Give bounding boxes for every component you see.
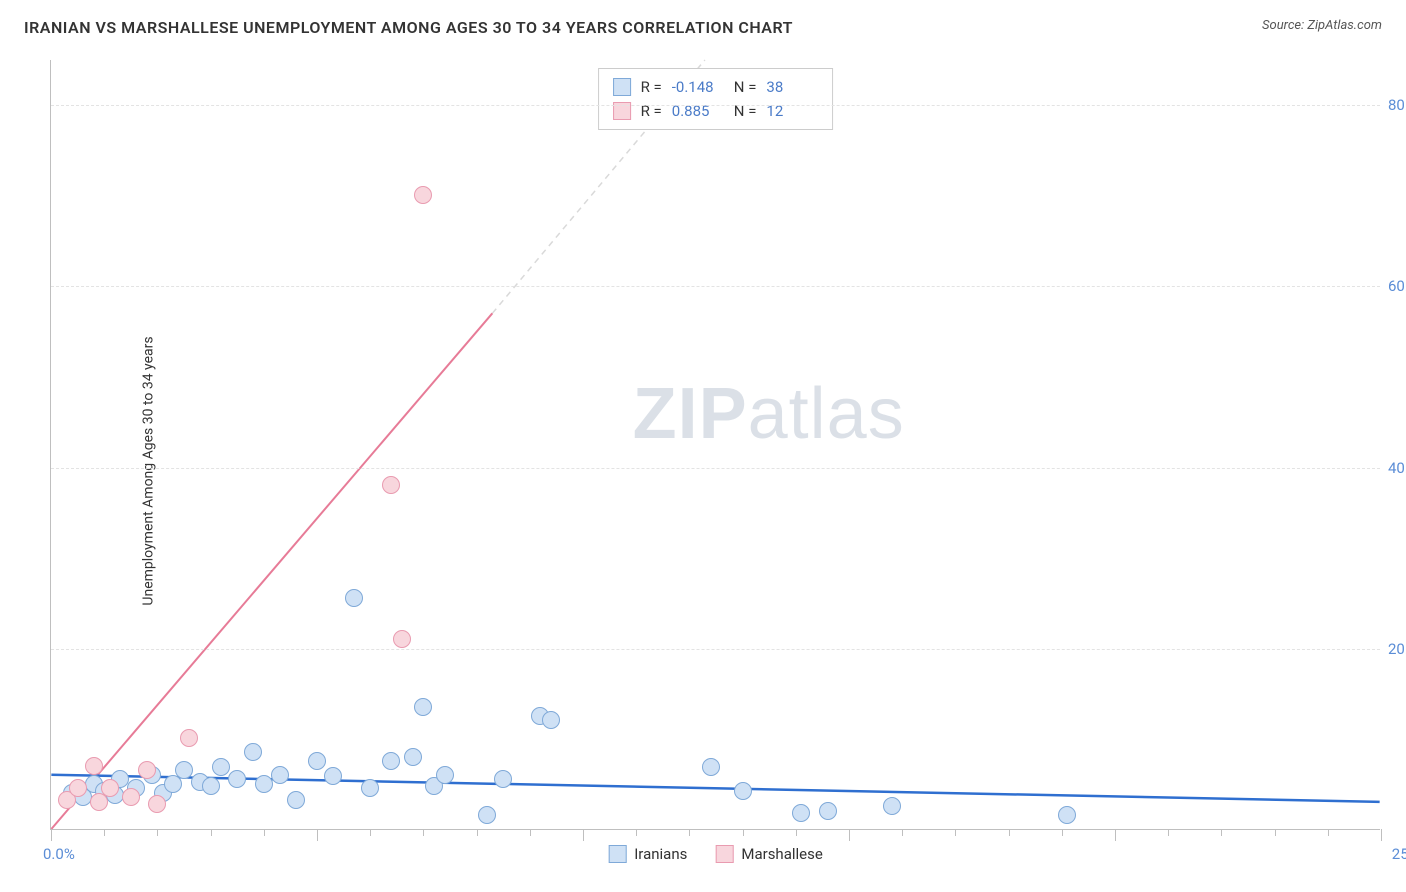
chart-container: Unemployment Among Ages 30 to 34 years Z…: [0, 50, 1406, 892]
data-point: [404, 748, 422, 766]
data-point: [436, 766, 454, 784]
x-tick-minor: [955, 829, 956, 836]
gridline: [51, 468, 1380, 469]
data-point: [702, 758, 720, 776]
data-point: [212, 758, 230, 776]
data-point: [478, 806, 496, 824]
legend-label: Marshallese: [741, 845, 822, 863]
legend-item: Iranians: [608, 845, 687, 863]
x-tick-minor: [743, 829, 744, 836]
trend-lines: [51, 60, 1380, 829]
legend-swatch: [715, 845, 733, 863]
x-tick-minor: [423, 829, 424, 836]
y-tick-label: 40.0%: [1388, 459, 1406, 477]
x-tick-minor: [902, 829, 903, 836]
chart-title: IRANIAN VS MARSHALLESE UNEMPLOYMENT AMON…: [24, 18, 793, 37]
plot-area: ZIPatlas R =-0.148N =38R =0.885N =12 Ira…: [50, 60, 1380, 830]
x-tick-minor: [104, 829, 105, 836]
data-point: [734, 782, 752, 800]
x-tick-minor: [1168, 829, 1169, 836]
x-tick-major: [1381, 829, 1382, 841]
data-point: [202, 777, 220, 795]
x-tick-major: [583, 829, 584, 841]
x-tick-minor: [1275, 829, 1276, 836]
x-tick-minor: [157, 829, 158, 836]
x-tick-minor: [636, 829, 637, 836]
legend-row: R = -0.148 N = 38: [613, 75, 819, 99]
data-point: [345, 589, 363, 607]
source-text: Source: ZipAtlas.com: [1262, 18, 1382, 33]
data-point: [382, 752, 400, 770]
data-point: [122, 788, 140, 806]
data-point: [414, 186, 432, 204]
data-point: [271, 766, 289, 784]
data-point: [138, 761, 156, 779]
data-point: [180, 729, 198, 747]
data-point: [324, 767, 342, 785]
x-tick-left: 0.0%: [43, 845, 75, 863]
legend-item: Marshallese: [715, 845, 822, 863]
data-point: [542, 711, 560, 729]
x-tick-minor: [477, 829, 478, 836]
data-point: [228, 770, 246, 788]
data-point: [255, 775, 273, 793]
legend-swatch: [608, 845, 626, 863]
gridline: [51, 649, 1380, 650]
trend-line: [51, 313, 492, 829]
data-point: [414, 698, 432, 716]
x-tick-minor: [689, 829, 690, 836]
x-tick-major: [317, 829, 318, 841]
data-point: [819, 802, 837, 820]
r-value: -0.148: [672, 75, 724, 99]
n-label: N =: [734, 75, 757, 99]
data-point: [101, 779, 119, 797]
r-label: R =: [641, 75, 662, 99]
data-point: [494, 770, 512, 788]
data-point: [175, 761, 193, 779]
data-point: [85, 757, 103, 775]
trend-line: [51, 775, 1379, 802]
x-tick-minor: [1221, 829, 1222, 836]
x-tick-minor: [796, 829, 797, 836]
x-tick-major: [1115, 829, 1116, 841]
legend-row: R = 0.885 N = 12: [613, 99, 819, 123]
x-tick-major: [51, 829, 52, 841]
correlation-legend: R = -0.148 N = 38 R = 0.885 N = 12: [598, 68, 834, 130]
y-tick-label: 80.0%: [1388, 96, 1406, 114]
n-value: 38: [766, 75, 818, 99]
data-point: [69, 779, 87, 797]
x-tick-minor: [1009, 829, 1010, 836]
data-point: [287, 791, 305, 809]
x-tick-major: [849, 829, 850, 841]
r-value: 0.885: [672, 99, 724, 123]
x-tick-minor: [211, 829, 212, 836]
n-label: N =: [734, 99, 757, 123]
series-legend: Iranians Marshallese: [608, 845, 823, 863]
x-tick-minor: [370, 829, 371, 836]
data-point: [792, 804, 810, 822]
y-tick-label: 60.0%: [1388, 277, 1406, 295]
x-tick-minor: [530, 829, 531, 836]
legend-swatch: [613, 78, 631, 96]
data-point: [1058, 806, 1076, 824]
x-tick-minor: [264, 829, 265, 836]
data-point: [382, 476, 400, 494]
data-point: [393, 630, 411, 648]
data-point: [361, 779, 379, 797]
data-point: [148, 795, 166, 813]
x-tick-minor: [1328, 829, 1329, 836]
x-tick-minor: [1062, 829, 1063, 836]
data-point: [244, 743, 262, 761]
data-point: [308, 752, 326, 770]
y-tick-label: 20.0%: [1388, 640, 1406, 658]
r-label: R =: [641, 99, 662, 123]
n-value: 12: [766, 99, 818, 123]
x-tick-right: 25.0%: [1392, 845, 1406, 863]
legend-label: Iranians: [634, 845, 687, 863]
data-point: [883, 797, 901, 815]
gridline: [51, 286, 1380, 287]
gridline: [51, 105, 1380, 106]
